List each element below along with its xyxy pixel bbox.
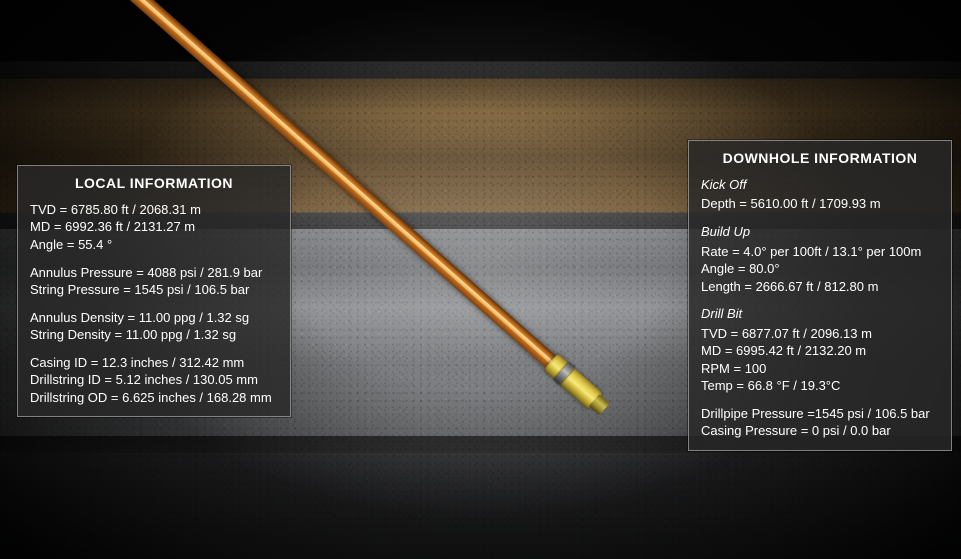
kickoff-group: Kick Off Depth = 5610.00 ft / 1709.93 m xyxy=(701,176,939,213)
drillbit-tvd: TVD = 6877.07 ft / 2096.13 m xyxy=(701,325,939,343)
local-drillstring-od: Drillstring OD = 6.625 inches / 168.28 m… xyxy=(30,389,278,407)
drill-bit-tip xyxy=(589,394,610,415)
drillbit-rpm: RPM = 100 xyxy=(701,360,939,378)
local-dimensions-group: Casing ID = 12.3 inches / 312.42 mm Dril… xyxy=(30,354,278,407)
buildup-title: Build Up xyxy=(701,223,939,241)
local-annulus-pressure: Annulus Pressure = 4088 psi / 281.9 bar xyxy=(30,264,278,282)
pressure-group: Drillpipe Pressure =1545 psi / 106.5 bar… xyxy=(701,405,939,440)
local-string-pressure: String Pressure = 1545 psi / 106.5 bar xyxy=(30,281,278,299)
local-panel-title: LOCAL INFORMATION xyxy=(30,174,278,193)
drillbit-temp: Temp = 66.8 °F / 19.3°C xyxy=(701,377,939,395)
downhole-information-panel: DOWNHOLE INFORMATION Kick Off Depth = 56… xyxy=(688,140,952,451)
local-md: MD = 6992.36 ft / 2131.27 m xyxy=(30,218,278,236)
buildup-length: Length = 2666.67 ft / 812.80 m xyxy=(701,278,939,296)
casing-pressure: Casing Pressure = 0 psi / 0.0 bar xyxy=(701,422,939,440)
local-tvd: TVD = 6785.80 ft / 2068.31 m xyxy=(30,201,278,219)
buildup-rate: Rate = 4.0° per 100ft / 13.1° per 100m xyxy=(701,243,939,261)
drillpipe-pressure: Drillpipe Pressure =1545 psi / 106.5 bar xyxy=(701,405,939,423)
local-information-panel: LOCAL INFORMATION TVD = 6785.80 ft / 206… xyxy=(17,165,291,417)
collar-band xyxy=(554,363,575,385)
kickoff-depth: Depth = 5610.00 ft / 1709.93 m xyxy=(701,195,939,213)
local-casing-id: Casing ID = 12.3 inches / 312.42 mm xyxy=(30,354,278,372)
local-depth-group: TVD = 6785.80 ft / 2068.31 m MD = 6992.3… xyxy=(30,201,278,254)
drillbit-md: MD = 6995.42 ft / 2132.20 m xyxy=(701,342,939,360)
local-angle: Angle = 55.4 ° xyxy=(30,236,278,254)
local-annulus-density: Annulus Density = 11.00 ppg / 1.32 sg xyxy=(30,309,278,327)
drillbit-group: Drill Bit TVD = 6877.07 ft / 2096.13 m M… xyxy=(701,305,939,395)
drillbit-title: Drill Bit xyxy=(701,305,939,323)
buildup-angle: Angle = 80.0° xyxy=(701,260,939,278)
local-pressure-group: Annulus Pressure = 4088 psi / 281.9 bar … xyxy=(30,264,278,299)
drill-collar xyxy=(543,353,603,409)
kickoff-title: Kick Off xyxy=(701,176,939,194)
local-density-group: Annulus Density = 11.00 ppg / 1.32 sg St… xyxy=(30,309,278,344)
buildup-group: Build Up Rate = 4.0° per 100ft / 13.1° p… xyxy=(701,223,939,295)
downhole-panel-title: DOWNHOLE INFORMATION xyxy=(701,149,939,168)
local-drillstring-id: Drillstring ID = 5.12 inches / 130.05 mm xyxy=(30,371,278,389)
wellbore-scene: LOCAL INFORMATION TVD = 6785.80 ft / 206… xyxy=(0,0,961,559)
local-string-density: String Density = 11.00 ppg / 1.32 sg xyxy=(30,326,278,344)
